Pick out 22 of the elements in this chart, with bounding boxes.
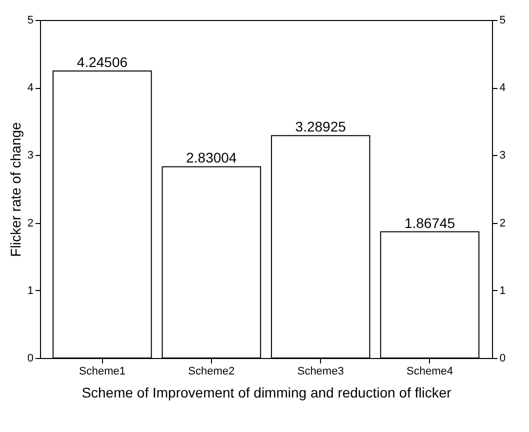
y2-tick-label: 2 [500, 217, 506, 230]
data-label: 3.28925 [295, 118, 346, 135]
x-tick-label: Scheme1 [78, 366, 126, 378]
y-tick-label: 3 [27, 150, 34, 162]
data-label: 4.24506 [76, 54, 128, 70]
y2-tick-label: 5 [500, 14, 506, 26]
y2-tick-label: 0 [500, 352, 506, 364]
y2-tick-label: 1 [500, 284, 506, 297]
y-tick-label: 0 [27, 352, 34, 364]
x-tick-label: Scheme4 [406, 366, 454, 378]
x-tick-label: Scheme2 [188, 366, 235, 378]
data-label: 2.83004 [186, 150, 237, 166]
y-tick-label: 2 [27, 217, 34, 230]
y-tick-label: 4 [27, 82, 34, 94]
data-label: 1.86745 [404, 214, 456, 231]
x-axis-title: Scheme of Improvement of dimming and reduction of flicker [82, 384, 452, 400]
x-tick-label: Scheme3 [297, 366, 344, 378]
y-tick-label: 1 [27, 284, 34, 297]
y-tick-label: 5 [27, 14, 34, 26]
y-axis-title: Flicker rate of change [7, 122, 24, 257]
y2-tick-label: 3 [500, 150, 506, 162]
y2-tick-label: 4 [500, 82, 506, 94]
